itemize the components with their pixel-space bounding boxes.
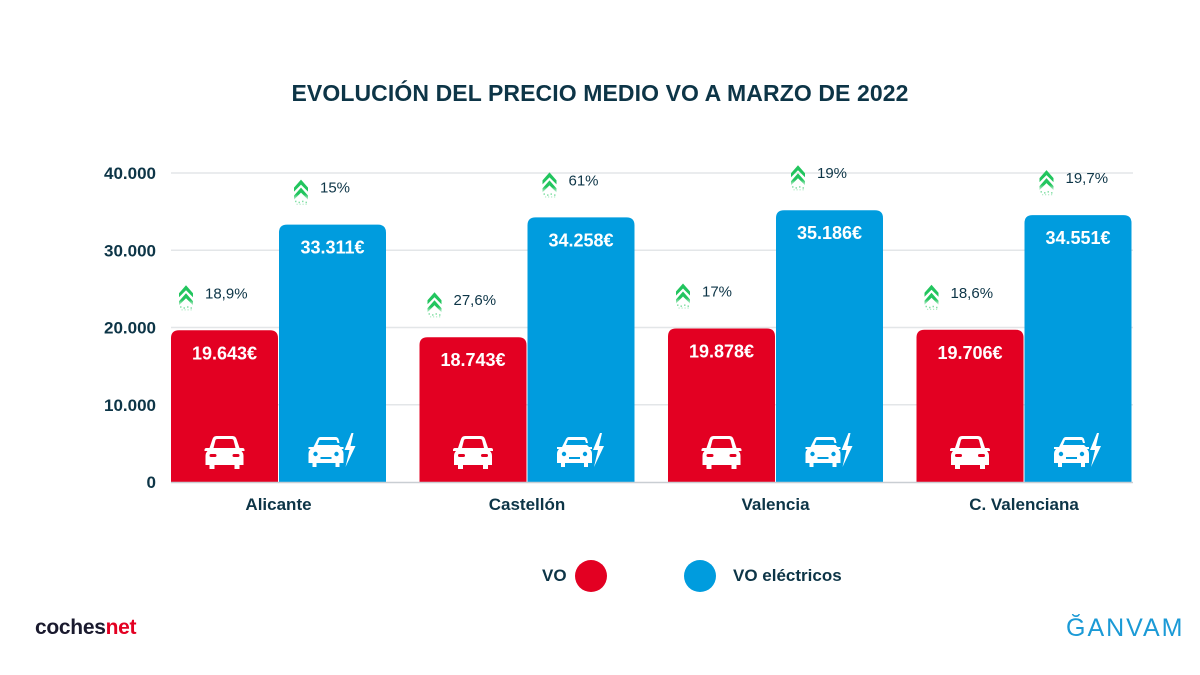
legend-item-vo: VO: [542, 560, 607, 592]
y-tick-label: 20.000: [104, 319, 156, 338]
bar-value-label: 19.643€: [192, 343, 257, 363]
chart-title: EVOLUCIÓN DEL PRECIO MEDIO VO A MARZO DE…: [291, 80, 909, 106]
change-label: 15%: [320, 180, 350, 197]
cochesnet-logo: cochesnet: [35, 616, 136, 640]
legend-swatch-vo: [574, 560, 607, 592]
bar-vo-electricos: [776, 210, 883, 482]
bar-vo: [916, 329, 1024, 482]
double-chevron-up-icon: [294, 179, 308, 205]
double-chevron-up-icon: [1039, 170, 1054, 196]
double-chevron-up-icon: [427, 292, 442, 318]
legend-label-vo-electricos: VO eléctricos: [733, 566, 842, 585]
car-icon: [453, 436, 493, 469]
bar-group: 19.643€ 18,9% 33.311€ 15%: [171, 179, 386, 482]
electric-car-icon: [1054, 433, 1101, 467]
car-icon: [701, 436, 742, 469]
change-label: 17%: [702, 283, 732, 300]
bar-value-label: 33.311€: [300, 238, 364, 258]
bar-group: 19.706€ 18,6% 34.551€ 19,7%: [916, 170, 1132, 483]
y-axis: 0 10.000 20.000 30.000 40.000: [104, 164, 156, 492]
double-chevron-up-icon: [676, 283, 690, 309]
bar-value-label: 34.258€: [548, 230, 613, 250]
double-chevron-up-icon: [542, 172, 557, 198]
bar-vo: [668, 328, 775, 482]
x-axis: Alicante Castellón Valencia C. Valenciana: [171, 481, 1133, 514]
bar-value-label: 19.878€: [689, 341, 754, 361]
change-label: 19%: [817, 165, 847, 182]
bar-vo-electricos: [1024, 215, 1132, 483]
change-label: 19,7%: [1066, 170, 1109, 187]
y-tick-label: 10.000: [104, 396, 156, 415]
bar-vo-electricos: [279, 224, 386, 482]
bar-chart: 0 10.000 20.000 30.000 40.000 19.643€ 18,9% 33…: [104, 164, 1133, 514]
double-chevron-up-icon: [179, 285, 193, 311]
x-category-label: Castellón: [489, 495, 566, 514]
y-tick-label: 0: [147, 473, 156, 492]
cochesnet-logo-part1: coches: [35, 616, 106, 639]
car-icon: [950, 436, 990, 469]
change-label: 18,6%: [951, 285, 994, 302]
electric-car-icon: [308, 433, 356, 467]
car-icon: [204, 436, 245, 469]
bar-group: 18.743€ 27,6% 34.258€ 61%: [419, 172, 635, 483]
double-chevron-up-icon: [924, 284, 939, 310]
x-category-label: C. Valenciana: [969, 495, 1079, 514]
bar-value-label: 19.706€: [937, 343, 1002, 363]
bar-group: 19.878€ 17% 35.186€ 19%: [668, 165, 883, 482]
bar-vo: [171, 330, 278, 482]
bar-value-label: 34.551€: [1045, 228, 1110, 248]
y-tick-label: 30.000: [104, 241, 156, 260]
x-category-label: Valencia: [741, 495, 810, 514]
x-category-label: Alicante: [245, 495, 311, 514]
bar-value-label: 35.186€: [797, 223, 862, 243]
legend-label-vo: VO: [542, 566, 567, 585]
bar-value-label: 18.743€: [440, 350, 505, 370]
change-label: 27,6%: [454, 292, 497, 309]
cochesnet-logo-part2: net: [105, 616, 137, 639]
legend-item-vo-electricos: VO eléctricos: [684, 560, 842, 592]
bar-vo: [419, 337, 527, 482]
electric-car-icon: [557, 433, 604, 467]
change-label: 61%: [569, 172, 599, 189]
y-tick-label: 40.000: [104, 164, 156, 183]
ganvam-logo: ĞANVAM: [1066, 614, 1185, 642]
change-label: 18,9%: [205, 285, 248, 302]
bars: 19.643€ 18,9% 33.311€ 15% 18.743€ 27,6% 34.258…: [171, 165, 1132, 483]
bar-vo-electricos: [527, 217, 635, 483]
legend-swatch-vo-electricos: [684, 560, 716, 592]
electric-car-icon: [805, 433, 853, 467]
legend: VO VO eléctricos: [0, 560, 1200, 596]
double-chevron-up-icon: [791, 165, 805, 191]
